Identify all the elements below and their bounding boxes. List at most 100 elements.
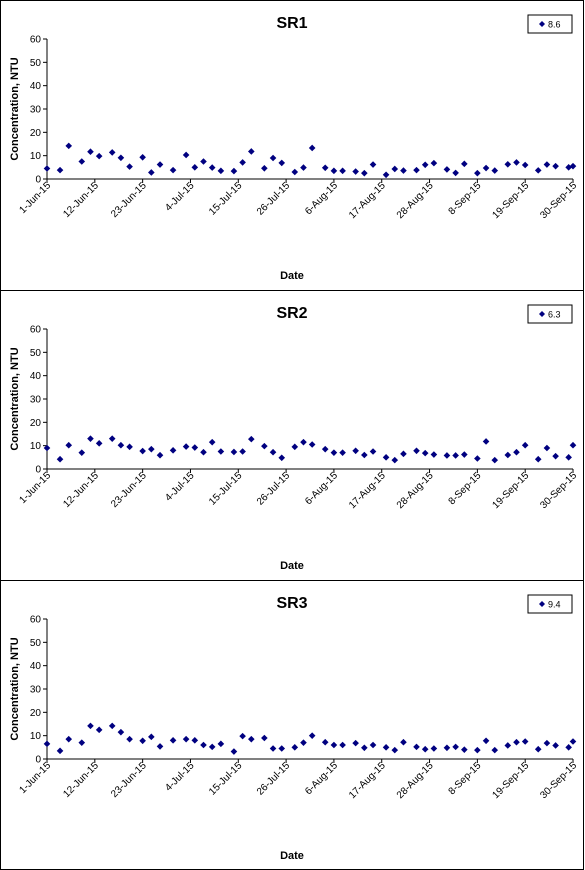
data-point: [117, 441, 125, 449]
data-point: [382, 171, 390, 179]
data-point: [352, 739, 359, 747]
data-point: [330, 449, 338, 456]
data-point: [491, 456, 499, 464]
data-point: [369, 161, 377, 168]
data-point: [261, 734, 268, 742]
data-point: [391, 165, 399, 173]
data-point: [300, 164, 307, 171]
x-tick-label: 28-Aug-15: [395, 180, 436, 221]
data-point: [208, 743, 216, 751]
data-point: [78, 739, 86, 746]
data-point: [126, 735, 133, 743]
data-point: [452, 452, 459, 459]
data-point: [87, 722, 94, 730]
y-tick-label: 50: [30, 638, 42, 649]
data-point: [569, 738, 577, 745]
data-point: [400, 450, 407, 458]
data-point: [339, 741, 346, 749]
data-point: [543, 739, 551, 747]
data-point: [169, 166, 177, 174]
data-point: [148, 169, 155, 176]
x-axis-label: Date: [280, 270, 304, 282]
data-point: [352, 168, 359, 175]
x-axis-label: Date: [280, 560, 304, 572]
x-tick-label: 4-Jul-15: [163, 180, 197, 214]
y-axis-label: Concentration, NTU: [9, 347, 21, 450]
data-point: [269, 448, 277, 456]
data-point: [474, 746, 481, 754]
legend-box: [527, 594, 573, 614]
y-axis-label: Concentration, NTU: [9, 637, 21, 740]
data-point: [291, 168, 299, 176]
data-point: [208, 164, 216, 171]
legend-label: 9.4: [548, 600, 561, 610]
data-point: [504, 161, 512, 168]
data-point: [108, 435, 116, 442]
y-tick-label: 0: [35, 175, 41, 186]
data-point: [552, 452, 559, 460]
data-point: [239, 732, 246, 740]
data-point: [543, 444, 551, 452]
y-tick-label: 50: [30, 58, 42, 69]
data-point: [291, 443, 299, 451]
x-tick-label: 8-Sep-15: [447, 760, 484, 797]
data-point: [269, 745, 277, 752]
legend-marker: [539, 311, 545, 317]
x-tick-label: 15-Jul-15: [207, 760, 245, 798]
data-point: [382, 744, 390, 751]
data-point: [300, 438, 307, 446]
y-tick-label: 40: [30, 661, 42, 672]
data-point: [156, 161, 164, 168]
chart-title: SR2: [276, 305, 307, 322]
data-point: [321, 445, 329, 453]
data-point: [421, 161, 429, 169]
data-point: [156, 743, 164, 750]
data-point: [139, 447, 146, 455]
data-point: [391, 456, 399, 464]
data-point: [321, 164, 329, 172]
data-point: [552, 162, 559, 170]
x-tick-label: 23-Jun-15: [109, 470, 149, 510]
data-point: [521, 738, 529, 745]
data-point: [95, 726, 103, 734]
data-point: [513, 448, 520, 456]
data-point: [474, 169, 481, 177]
data-point: [230, 748, 238, 755]
data-point: [443, 166, 451, 173]
data-point: [482, 164, 490, 172]
data-point: [534, 167, 542, 174]
data-point: [182, 151, 190, 159]
data-point: [534, 455, 542, 463]
data-point: [208, 438, 216, 446]
data-point: [200, 741, 207, 749]
data-point: [552, 742, 559, 749]
data-point: [308, 732, 316, 739]
x-tick-label: 19-Sep-15: [491, 760, 532, 801]
y-tick-label: 10: [30, 151, 42, 162]
data-point: [330, 741, 338, 749]
data-point: [139, 154, 146, 161]
data-point: [230, 448, 238, 456]
data-point: [278, 159, 286, 167]
data-point: [330, 167, 338, 175]
data-point: [169, 447, 177, 454]
data-point: [308, 441, 316, 448]
chart-panel-sr3: SR3 0 10 20 30 40 50 60 1-Jun-15 12-Jun-15 23-Jun-…: [0, 580, 584, 870]
chart-panel-sr2: SR2 0 10 20 30 40 50 60 1-Jun-15 12-Jun-15 23-Jun-…: [0, 290, 584, 581]
y-tick-label: 20: [30, 418, 42, 429]
data-point: [430, 451, 438, 458]
y-tick-label: 40: [30, 81, 42, 92]
data-point: [148, 733, 155, 741]
y-tick-label: 0: [35, 465, 41, 476]
x-tick-label: 12-Jun-15: [61, 470, 101, 510]
x-tick-label: 8-Sep-15: [447, 180, 484, 217]
data-point: [126, 443, 133, 451]
data-point: [452, 169, 459, 177]
x-tick-label: 28-Aug-15: [395, 760, 436, 801]
data-point: [400, 738, 407, 746]
data-point: [361, 169, 368, 177]
legend-marker: [539, 21, 545, 27]
